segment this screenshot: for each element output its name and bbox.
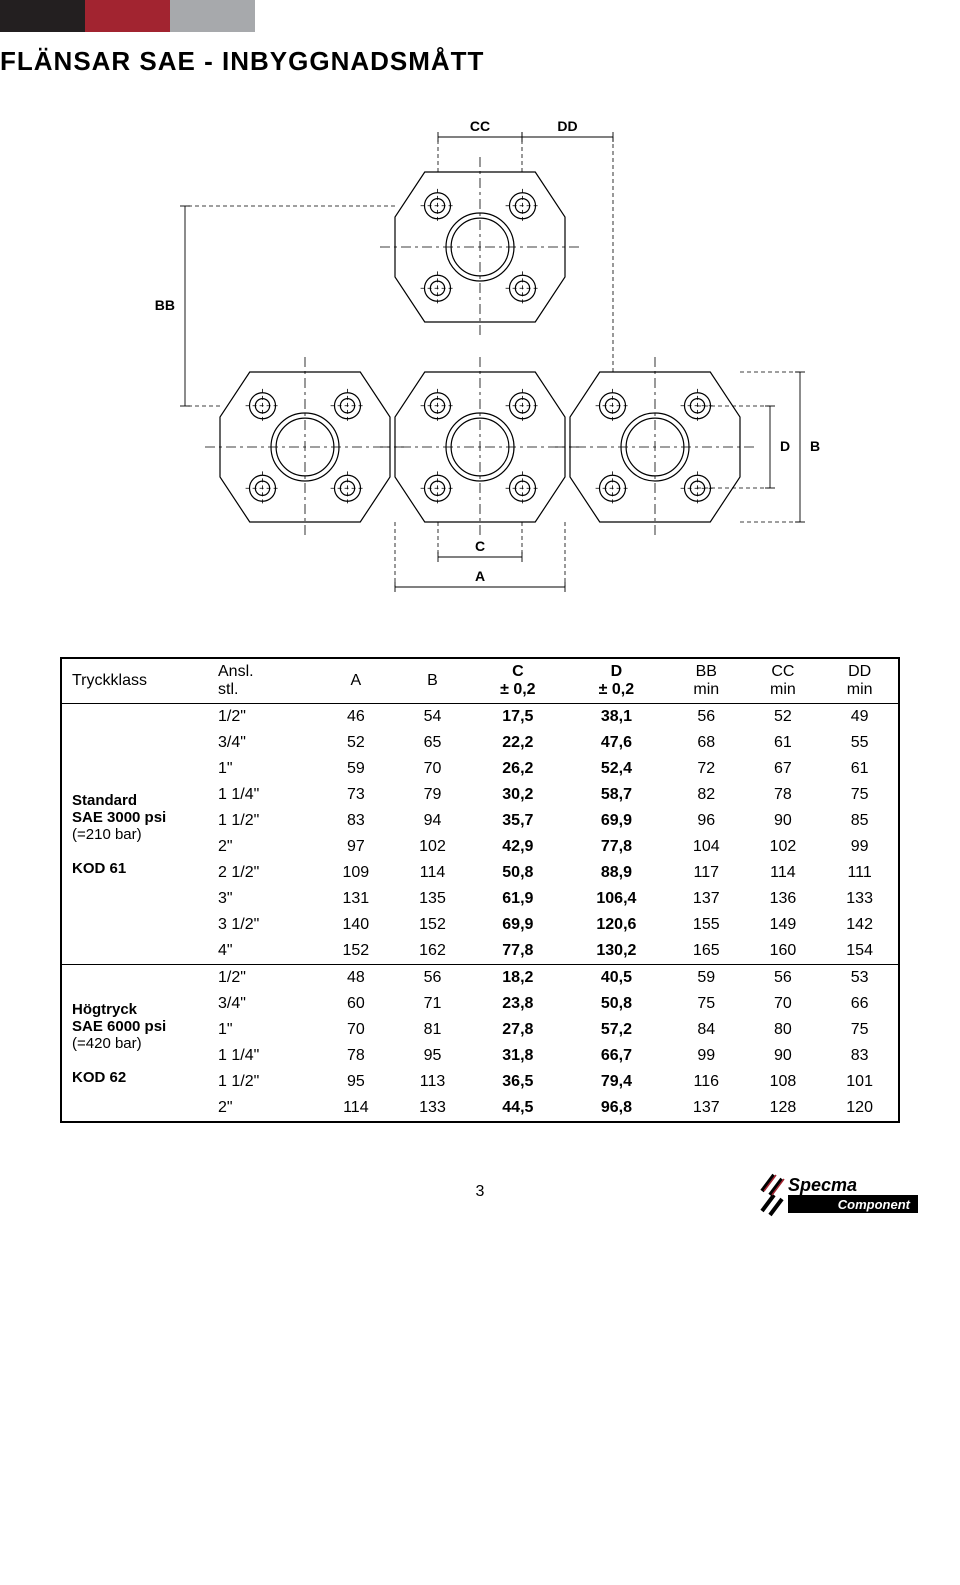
svg-text:DD: DD	[557, 118, 577, 134]
color-bar	[85, 0, 170, 32]
svg-text:D: D	[780, 438, 790, 454]
page-footer: 3 SpecmaComponent	[0, 1183, 960, 1243]
svg-text:BB: BB	[155, 297, 175, 313]
flange-diagram: CC DD BB D B CA	[0, 97, 960, 617]
section-label: StandardSAE 3000 psi(=210 bar) KOD 61	[62, 704, 212, 965]
svg-text:C: C	[475, 538, 485, 554]
brand-logo: Specma Component	[760, 1173, 930, 1222]
page-title: FLÄNSAR SAE - INBYGGNADSMÅTT	[0, 46, 960, 77]
table-row: StandardSAE 3000 psi(=210 bar) KOD 611/2…	[62, 704, 898, 731]
dimensions-table: TryckklassAnsl.stl.ABC± 0,2D± 0,2BBminCC…	[60, 657, 900, 1123]
header-color-bars	[0, 0, 960, 32]
svg-text:Specma: Specma	[788, 1175, 857, 1195]
svg-text:CC: CC	[470, 118, 490, 134]
section-label: HögtryckSAE 6000 psi(=420 bar) KOD 62	[62, 965, 212, 1122]
color-bar	[0, 0, 85, 32]
color-bar	[170, 0, 255, 32]
svg-text:B: B	[810, 438, 820, 454]
svg-text:A: A	[475, 568, 485, 584]
svg-text:Component: Component	[838, 1197, 911, 1212]
table-row: HögtryckSAE 6000 psi(=420 bar) KOD 621/2…	[62, 965, 898, 992]
